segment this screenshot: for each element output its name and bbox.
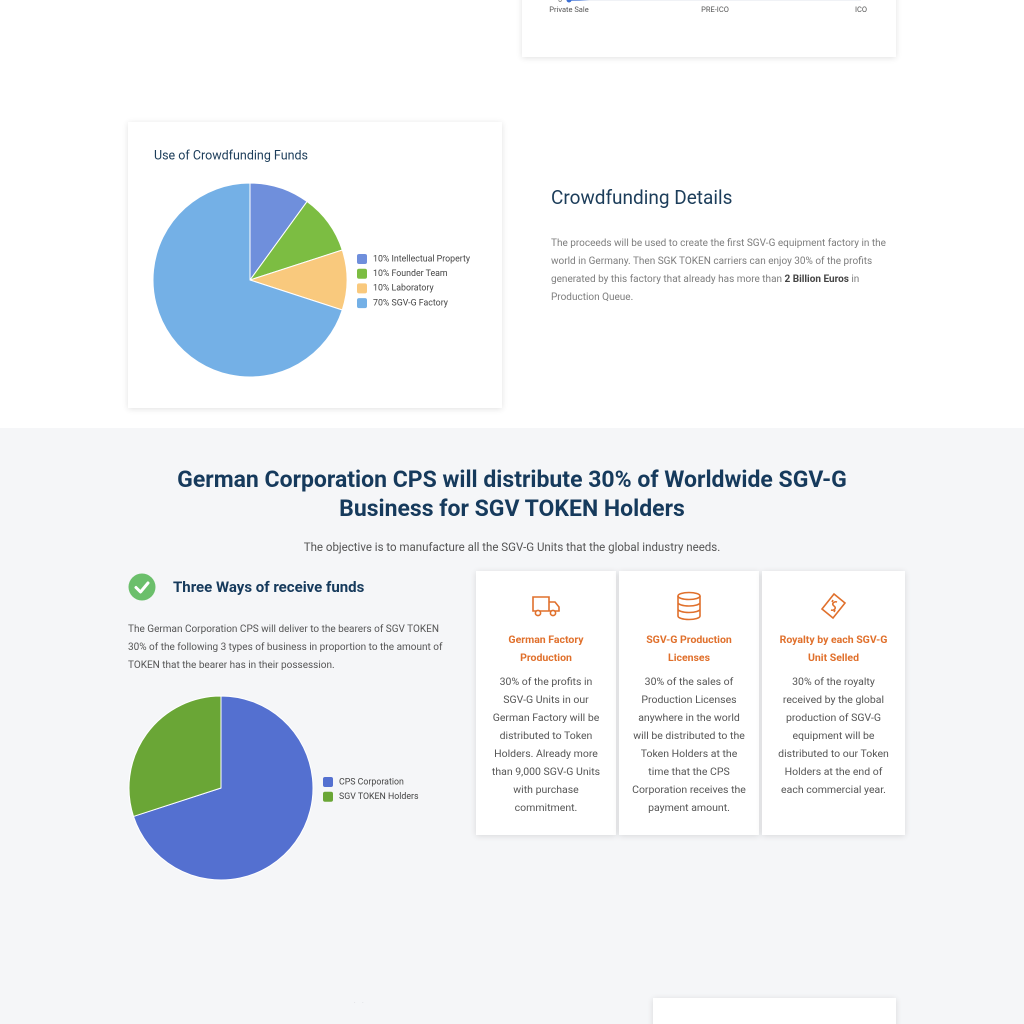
legend-swatch xyxy=(357,283,367,294)
card: Royalty by each SGV-G Unit Selled 30% of… xyxy=(762,571,905,835)
point xyxy=(566,0,572,3)
x-tick-label: ICO xyxy=(855,5,867,14)
legend-label: 10% Laboratory xyxy=(373,284,434,294)
chart-title: Use of Crowdfunding Funds xyxy=(154,148,308,163)
details-title: Crowdfunding Details xyxy=(551,186,733,209)
legend-swatch xyxy=(357,298,367,309)
line-chart: 0Private Sale PRE-ICO ICO xyxy=(549,0,867,14)
card-text: 30% of the royalty received by the globa… xyxy=(778,675,889,796)
card-title: German Factory Production xyxy=(508,633,584,664)
legend-swatch xyxy=(323,777,333,787)
line-chart-card: 0Private Sale PRE-ICO ICO xyxy=(522,0,896,57)
legend-label: 70% SGV-G Factory xyxy=(373,298,449,308)
card-text: 30% of the sales of Production Licenses … xyxy=(632,675,746,814)
bold-text: 2 Billion Euros xyxy=(784,274,849,285)
pie-slice xyxy=(128,695,222,818)
card-text: 30% of the profits in SGV-G Units in our… xyxy=(491,675,601,814)
legend-label: 10% Founder Team xyxy=(373,269,448,279)
legend-label: CPS Corporation xyxy=(339,777,404,787)
ways-text: The German Corporation CPS will deliver … xyxy=(128,624,443,671)
truck-icon xyxy=(532,596,560,617)
ways-title: Three Ways of receive funds xyxy=(173,578,365,596)
text: in Production Queue. xyxy=(551,274,860,303)
legend-swatch xyxy=(357,254,367,264)
money-icon xyxy=(820,592,847,620)
legend-swatch xyxy=(357,268,367,279)
card: German Factory Production 30% of the pro… xyxy=(476,571,616,835)
text: The proceeds will be used to create the … xyxy=(551,238,886,285)
check-icon xyxy=(128,573,156,601)
legend-label: SGV TOKEN Holders xyxy=(339,792,419,802)
pie-chart: CPS Corporation SGV TOKEN Holders xyxy=(128,695,419,881)
card xyxy=(653,998,896,1024)
pie-chart: Use of Crowdfunding Funds 10% Intellectua… xyxy=(152,148,471,378)
legend-swatch xyxy=(323,791,333,802)
x-tick-label: Private Sale xyxy=(549,5,588,14)
svg-text:”: ” xyxy=(350,1002,370,1024)
pie-slice xyxy=(152,182,343,378)
x-tick-label: PRE-ICO xyxy=(701,5,729,14)
card-title: Royalty by each SGV-G Unit Selled xyxy=(779,633,888,664)
card: SGV-G Production Licenses 30% of the sal… xyxy=(619,571,759,835)
y-tick-label: 0 xyxy=(558,0,562,4)
database-icon xyxy=(677,591,701,621)
quote-icon: ” xyxy=(350,1002,370,1024)
pie-card: Use of Crowdfunding Funds 10% Intellectua… xyxy=(128,122,502,408)
section-title: German Corporation CPS will distribute 3… xyxy=(177,466,847,522)
section-subtitle: The objective is to manufacture all the … xyxy=(303,540,721,554)
card-title: SGV-G Production Licenses xyxy=(646,633,732,664)
details-text: The proceeds will be used to create the … xyxy=(551,235,893,307)
legend-label: 10% Intellectual Property xyxy=(373,254,471,264)
pie-slice xyxy=(132,695,314,881)
